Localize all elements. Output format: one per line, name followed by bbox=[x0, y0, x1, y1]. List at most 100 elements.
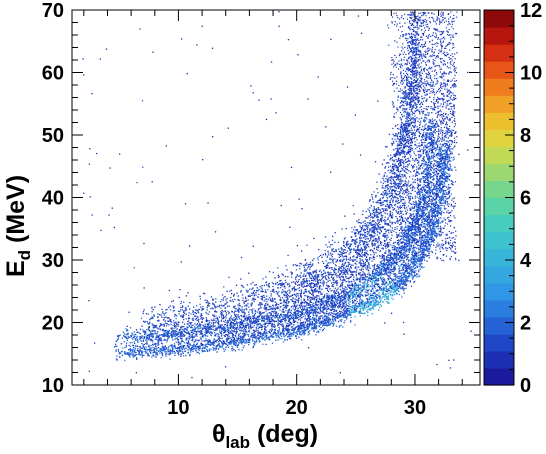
density-point bbox=[395, 292, 397, 294]
density-point bbox=[324, 324, 326, 326]
density-point bbox=[402, 287, 405, 290]
density-point bbox=[129, 352, 131, 355]
density-point bbox=[199, 327, 201, 330]
density-point bbox=[439, 181, 441, 184]
density-point bbox=[443, 181, 445, 184]
density-point bbox=[409, 265, 411, 267]
density-point bbox=[261, 334, 264, 337]
density-point bbox=[406, 275, 408, 278]
density-point bbox=[165, 352, 167, 354]
density-point bbox=[280, 332, 283, 334]
density-point bbox=[391, 269, 393, 271]
density-point bbox=[130, 349, 132, 351]
density-point bbox=[246, 315, 248, 317]
density-point bbox=[142, 344, 144, 346]
density-point bbox=[325, 309, 327, 311]
density-point bbox=[347, 285, 349, 287]
density-point bbox=[452, 148, 454, 150]
density-point bbox=[190, 350, 192, 352]
density-point bbox=[426, 260, 428, 262]
density-point bbox=[180, 343, 182, 345]
density-point bbox=[436, 190, 438, 192]
density-point bbox=[192, 348, 195, 350]
density-point bbox=[369, 307, 371, 309]
density-point bbox=[396, 127, 399, 130]
density-point bbox=[401, 255, 404, 258]
density-point bbox=[134, 333, 137, 336]
density-point bbox=[148, 348, 150, 351]
density-point bbox=[290, 338, 292, 340]
density-point bbox=[399, 283, 401, 285]
density-point bbox=[324, 300, 326, 302]
density-point bbox=[446, 158, 448, 160]
density-point bbox=[187, 352, 189, 354]
density-point bbox=[449, 174, 451, 177]
density-point bbox=[452, 159, 454, 161]
density-point bbox=[304, 331, 306, 333]
density-point bbox=[455, 169, 457, 171]
density-point bbox=[264, 336, 266, 338]
density-point bbox=[378, 295, 381, 297]
density-point bbox=[275, 328, 277, 330]
density-point bbox=[154, 343, 156, 346]
density-point bbox=[412, 278, 414, 280]
density-point bbox=[134, 335, 136, 338]
density-point bbox=[281, 331, 284, 333]
density-point bbox=[234, 344, 237, 346]
density-point bbox=[392, 281, 395, 283]
density-point bbox=[442, 197, 444, 199]
density-point bbox=[391, 289, 393, 291]
density-point bbox=[159, 350, 162, 352]
density-point bbox=[277, 334, 280, 336]
density-point bbox=[373, 282, 376, 284]
density-point bbox=[400, 263, 403, 265]
density-point bbox=[129, 347, 132, 350]
density-point bbox=[421, 191, 423, 194]
density-point bbox=[243, 345, 245, 347]
density-point bbox=[332, 323, 334, 325]
density-point bbox=[410, 222, 412, 224]
density-point bbox=[211, 322, 213, 324]
density-point bbox=[126, 329, 128, 331]
density-point bbox=[435, 161, 438, 164]
density-point bbox=[379, 297, 382, 299]
density-point bbox=[415, 200, 417, 202]
density-point bbox=[358, 293, 361, 295]
density-point bbox=[435, 171, 437, 173]
density-point bbox=[394, 265, 396, 267]
density-point bbox=[174, 335, 176, 337]
density-point bbox=[219, 345, 221, 348]
density-point bbox=[441, 198, 443, 201]
density-point bbox=[372, 303, 375, 305]
density-point bbox=[140, 337, 142, 339]
density-point bbox=[192, 346, 194, 348]
density-point bbox=[331, 319, 334, 321]
density-point bbox=[407, 248, 409, 250]
density-point bbox=[384, 296, 386, 298]
density-point bbox=[433, 229, 435, 231]
density-point bbox=[299, 326, 301, 328]
density-point bbox=[311, 323, 314, 325]
density-point bbox=[116, 355, 118, 357]
density-point bbox=[409, 275, 411, 278]
density-point bbox=[174, 347, 176, 349]
density-point bbox=[444, 146, 446, 148]
density-point bbox=[374, 275, 376, 278]
density-point bbox=[274, 332, 276, 335]
density-point bbox=[444, 178, 446, 180]
density-point bbox=[242, 333, 244, 335]
density-point bbox=[434, 230, 437, 232]
density-point bbox=[380, 305, 383, 307]
density-point bbox=[350, 311, 352, 314]
density-point bbox=[341, 291, 343, 293]
density-point bbox=[371, 313, 373, 315]
density-point bbox=[444, 152, 447, 154]
density-point bbox=[405, 263, 407, 265]
density-point bbox=[202, 317, 204, 319]
density-point bbox=[277, 313, 279, 315]
density-point bbox=[440, 201, 442, 203]
density-point bbox=[444, 171, 447, 173]
density-point bbox=[434, 222, 436, 224]
density-point bbox=[147, 339, 149, 341]
density-point bbox=[448, 179, 450, 181]
